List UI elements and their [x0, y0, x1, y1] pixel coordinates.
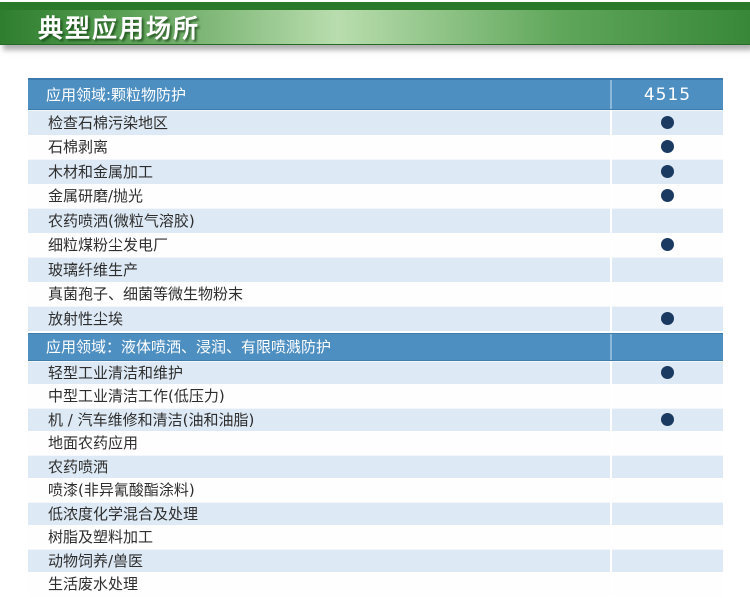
applicability-cell	[610, 501, 723, 525]
applicability-cell	[610, 548, 723, 572]
applicable-dot-icon	[661, 412, 674, 426]
applicability-cell	[610, 525, 723, 549]
table-row: 检查石棉污染地区	[28, 110, 723, 135]
table-row: 玻璃纤维生产	[28, 257, 723, 282]
application-label: 玻璃纤维生产	[48, 260, 139, 279]
applicability-cell	[610, 208, 723, 233]
application-label: 细粒煤粉尘发电厂	[48, 236, 169, 255]
application-table: 应用领域:颗粒物防护 4515 检查石棉污染地区 石棉剥离木材和金属加工 金属研磨/抛光…	[28, 78, 723, 596]
table-row: 动物饲养/兽医	[28, 548, 723, 572]
section-header-label: 应用领域：液体喷洒、浸润、有限喷溅防护	[46, 338, 332, 356]
application-label: 农药喷洒(微粒气溶胶)	[48, 211, 195, 230]
section-header: 应用领域：液体喷洒、浸润、有限喷溅防护	[28, 332, 723, 361]
applicability-cell	[610, 257, 723, 282]
table-row: 石棉剥离	[28, 134, 723, 159]
table-row: 树脂及塑料加工	[28, 525, 723, 549]
table-row: 低浓度化学混合及处理	[28, 501, 723, 525]
banner-top-stripe	[0, 2, 750, 10]
applicability-cell	[610, 478, 723, 502]
table-row: 机 / 汽车维修和清洁(油和油脂)	[28, 407, 723, 431]
applicability-cell	[610, 281, 723, 306]
application-label: 金属研磨/抛光	[48, 187, 144, 206]
applicability-cell	[610, 384, 723, 408]
page-title: 典型应用场所	[38, 14, 201, 43]
table-row: 真菌孢子、细菌等微生物粉末	[28, 281, 723, 306]
application-label: 真菌孢子、细菌等微生物粉末	[48, 285, 244, 304]
table-row: 地面农药应用	[28, 431, 723, 455]
application-label: 生活废水处理	[48, 575, 139, 594]
table-row: 生活废水处理	[28, 572, 723, 596]
applicable-dot-icon	[661, 115, 674, 129]
table-row: 农药喷洒(微粒气溶胶)	[28, 208, 723, 233]
applicability-cell	[610, 110, 723, 135]
applicable-dot-icon	[661, 140, 674, 154]
applicable-dot-icon	[661, 365, 674, 379]
application-label: 低浓度化学混合及处理	[48, 504, 199, 523]
applicable-dot-icon	[661, 238, 674, 252]
applicability-cell	[610, 134, 723, 159]
applicability-cell	[610, 183, 723, 208]
product-code	[610, 333, 723, 360]
section-header: 应用领域:颗粒物防护 4515	[28, 80, 723, 110]
table-row: 农药喷洒	[28, 454, 723, 478]
application-label: 石棉剥离	[48, 138, 109, 157]
application-label: 树脂及塑料加工	[48, 528, 154, 547]
table-row: 细粒煤粉尘发电厂	[28, 232, 723, 257]
application-label: 放射性尘埃	[48, 309, 124, 328]
application-label: 农药喷洒	[48, 457, 109, 476]
applicable-dot-icon	[661, 189, 674, 203]
application-label: 机 / 汽车维修和清洁(油和油脂)	[48, 410, 255, 429]
applicability-cell	[610, 159, 723, 184]
table-row: 轻型工业清洁和维护	[28, 360, 723, 384]
applicability-cell	[610, 407, 723, 431]
applicable-dot-icon	[661, 164, 674, 178]
applicability-cell	[610, 360, 723, 384]
page-title-bar: 典型应用场所	[0, 10, 750, 45]
applicable-dot-icon	[661, 311, 674, 325]
applicability-cell	[610, 454, 723, 478]
table-row: 木材和金属加工	[28, 159, 723, 184]
application-label: 轻型工业清洁和维护	[48, 363, 184, 382]
application-label: 检查石棉污染地区	[48, 113, 169, 132]
application-label: 木材和金属加工	[48, 162, 154, 181]
application-label: 中型工业清洁工作(低压力)	[48, 387, 225, 406]
applicability-cell	[610, 232, 723, 257]
application-label: 地面农药应用	[48, 434, 139, 453]
application-label: 动物饲养/兽医	[48, 551, 144, 570]
applicability-cell	[610, 431, 723, 455]
table-row: 中型工业清洁工作(低压力)	[28, 384, 723, 408]
table-row: 金属研磨/抛光	[28, 183, 723, 208]
product-code: 4515	[610, 80, 723, 109]
applicability-cell	[610, 572, 723, 596]
table-row: 喷漆(非异氰酸酯涂料)	[28, 478, 723, 502]
application-label: 喷漆(非异氰酸酯涂料)	[48, 481, 195, 500]
section-header-label: 应用领域:颗粒物防护	[46, 86, 187, 104]
applicability-cell	[610, 306, 723, 331]
table-row: 放射性尘埃	[28, 306, 723, 331]
